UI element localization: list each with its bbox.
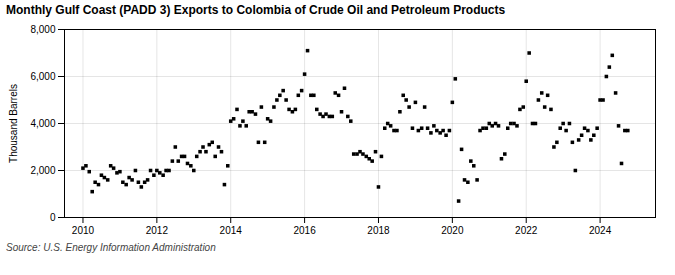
svg-text:2012: 2012 bbox=[146, 225, 169, 236]
svg-text:2016: 2016 bbox=[293, 225, 316, 236]
svg-text:2018: 2018 bbox=[367, 225, 390, 236]
svg-text:2014: 2014 bbox=[220, 225, 243, 236]
svg-text:2022: 2022 bbox=[515, 225, 538, 236]
html-text:Monthly Gulf Coast (PADD 3) Ex: Monthly Gulf Coast (PADD 3) Exports to C… bbox=[6, 3, 506, 17]
svg-text:2020: 2020 bbox=[441, 225, 464, 236]
html-text:Source: U.S. Energy Informatio: Source: U.S. Energy Information Administ… bbox=[6, 242, 216, 253]
svg-text:2,000: 2,000 bbox=[30, 165, 55, 176]
svg-text:2010: 2010 bbox=[72, 225, 95, 236]
svg-text:0: 0 bbox=[50, 212, 56, 223]
svg-text:Thousand Barrels: Thousand Barrels bbox=[8, 84, 19, 163]
svg-text:4,000: 4,000 bbox=[30, 118, 55, 129]
svg-text:8,000: 8,000 bbox=[30, 24, 55, 35]
svg-text:6,000: 6,000 bbox=[30, 71, 55, 82]
svg-text:2024: 2024 bbox=[589, 225, 612, 236]
